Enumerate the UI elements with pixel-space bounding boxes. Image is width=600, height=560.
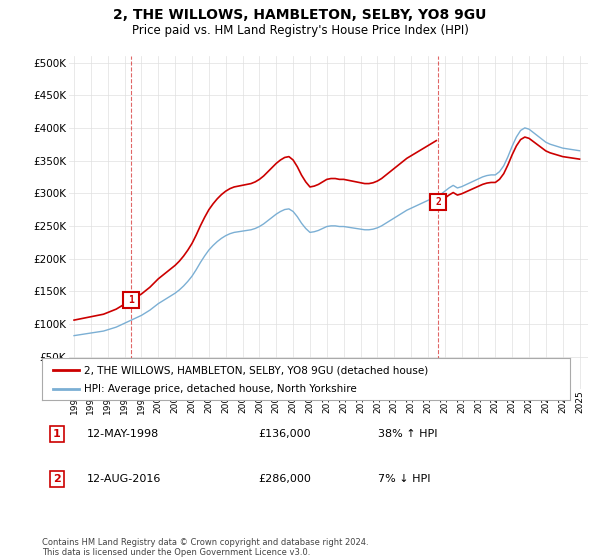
Text: 7% ↓ HPI: 7% ↓ HPI [378,474,431,484]
Text: 38% ↑ HPI: 38% ↑ HPI [378,429,437,439]
Text: 2, THE WILLOWS, HAMBLETON, SELBY, YO8 9GU: 2, THE WILLOWS, HAMBLETON, SELBY, YO8 9G… [113,8,487,22]
Text: 1: 1 [128,295,134,305]
Text: £136,000: £136,000 [258,429,311,439]
Text: 2, THE WILLOWS, HAMBLETON, SELBY, YO8 9GU (detached house): 2, THE WILLOWS, HAMBLETON, SELBY, YO8 9G… [84,365,428,375]
Text: 12-MAY-1998: 12-MAY-1998 [87,429,159,439]
Text: 1: 1 [53,429,61,439]
Text: HPI: Average price, detached house, North Yorkshire: HPI: Average price, detached house, Nort… [84,384,357,394]
Text: Price paid vs. HM Land Registry's House Price Index (HPI): Price paid vs. HM Land Registry's House … [131,24,469,36]
Text: £286,000: £286,000 [258,474,311,484]
Text: 12-AUG-2016: 12-AUG-2016 [87,474,161,484]
Text: Contains HM Land Registry data © Crown copyright and database right 2024.
This d: Contains HM Land Registry data © Crown c… [42,538,368,557]
Text: 2: 2 [53,474,61,484]
Text: 2: 2 [436,197,442,207]
